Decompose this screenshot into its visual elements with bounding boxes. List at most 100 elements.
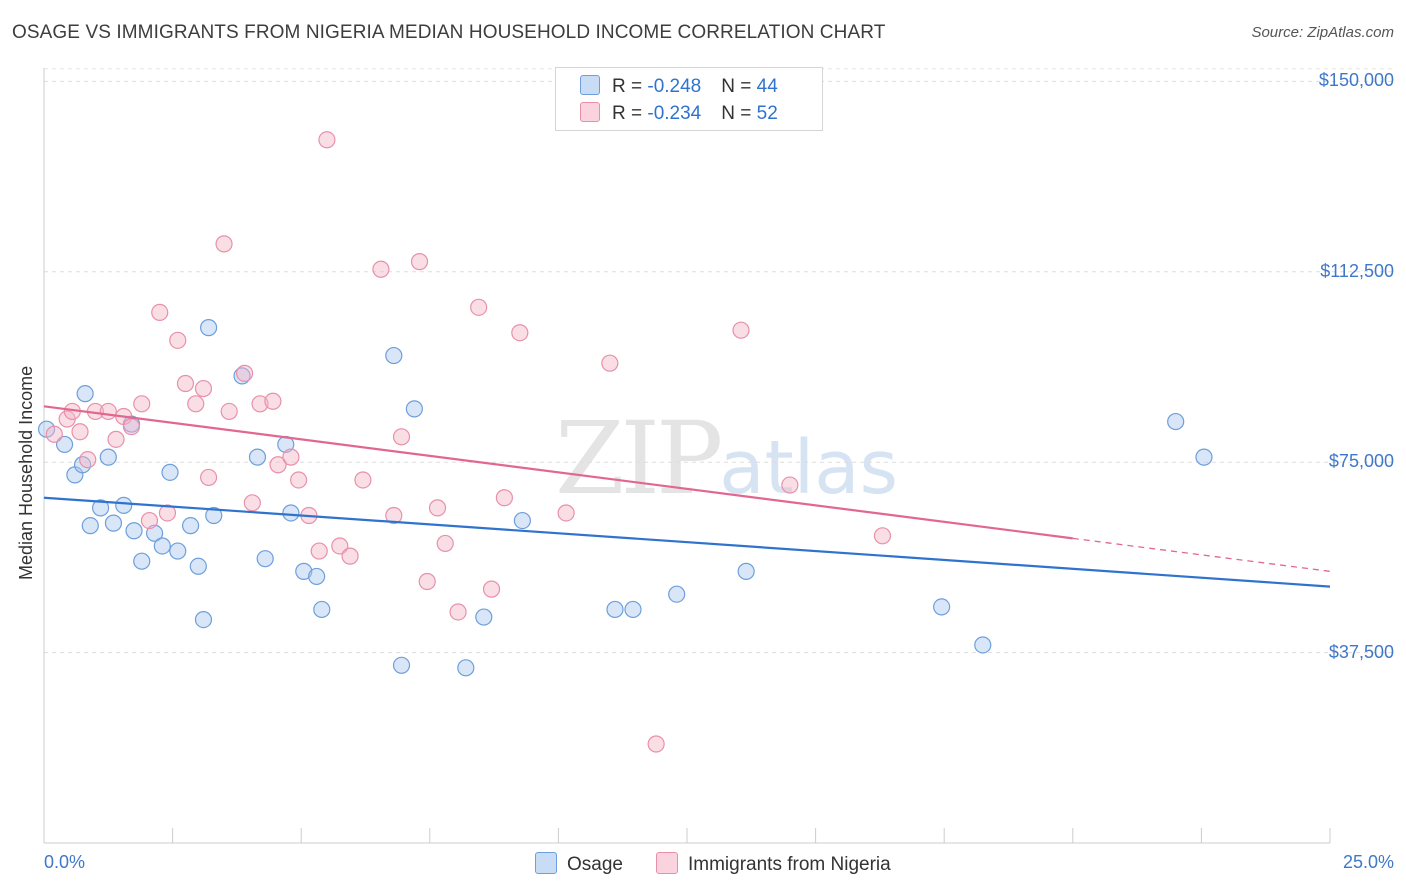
nigeria-point xyxy=(215,235,233,253)
nigeria-point xyxy=(269,456,287,474)
legend-swatch-nigeria xyxy=(580,102,600,122)
y-tick-label: $37,500 xyxy=(1328,641,1394,662)
nigeria-point xyxy=(428,499,447,517)
nigeria-point xyxy=(385,506,403,525)
nigeria-point xyxy=(601,354,619,372)
nigeria-point xyxy=(220,402,238,421)
nigeria-point xyxy=(243,494,261,512)
x-tick-label-min: 0.0% xyxy=(44,852,86,872)
nigeria-point xyxy=(318,131,336,149)
nigeria-point xyxy=(354,471,372,489)
chart-title: OSAGE VS IMMIGRANTS FROM NIGERIA MEDIAN … xyxy=(12,22,886,43)
osage-point xyxy=(76,385,94,403)
nigeria-point xyxy=(151,303,169,322)
osage-trend-line xyxy=(43,496,1331,588)
nigeria-point xyxy=(200,468,218,487)
bottom-legend-swatch-osage xyxy=(535,852,557,874)
osage-point xyxy=(475,608,493,626)
x-tick-label-max: 25.0% xyxy=(1342,852,1394,872)
nigeria-trend-line xyxy=(43,405,1073,540)
osage-point xyxy=(169,542,187,560)
nigeria-point xyxy=(71,423,89,441)
osage-point xyxy=(606,600,624,619)
legend-r-label: R = xyxy=(612,103,648,124)
nigeria-point xyxy=(495,489,513,507)
osage-point xyxy=(668,585,686,603)
nigeria-point xyxy=(331,537,349,555)
nigeria-point xyxy=(45,425,63,443)
osage-point xyxy=(91,499,110,517)
nigeria-trend-extension xyxy=(1072,537,1331,573)
osage-point xyxy=(182,517,200,535)
legend-row-nigeria: R = -0.234 N = 52 xyxy=(580,102,778,126)
nigeria-point xyxy=(410,253,429,271)
osage-point xyxy=(933,598,951,616)
nigeria-point xyxy=(107,430,125,448)
legend-n-label: N = xyxy=(721,76,757,97)
nigeria-point xyxy=(392,428,411,446)
osage-point xyxy=(313,600,331,619)
bottom-legend-label-osage: Osage xyxy=(567,854,623,875)
nigeria-point xyxy=(557,504,575,522)
osage-point xyxy=(248,448,267,466)
trend-layer xyxy=(43,405,1331,588)
watermark: ZIPatlas xyxy=(555,400,898,517)
osage-point xyxy=(457,659,475,677)
osage-point xyxy=(1167,412,1185,431)
legend-r-value: -0.248 xyxy=(647,76,702,97)
osage-point xyxy=(308,567,326,586)
nigeria-point xyxy=(133,395,151,413)
nigeria-point xyxy=(647,735,665,753)
nigeria-point xyxy=(310,542,328,560)
nigeria-point xyxy=(418,572,436,591)
osage-point xyxy=(104,514,123,532)
legend-r-value: -0.234 xyxy=(647,103,702,124)
osage-point xyxy=(392,656,411,674)
nigeria-point xyxy=(732,321,750,339)
series-osage xyxy=(37,319,1213,677)
bottom-legend-label-nigeria: Immigrants from Nigeria xyxy=(688,854,891,875)
bottom-legend-osage: Osage xyxy=(535,852,623,876)
osage-point xyxy=(233,367,251,385)
osage-point xyxy=(1195,448,1213,466)
osage-point xyxy=(81,517,99,535)
nigeria-point xyxy=(169,331,187,349)
osage-point xyxy=(161,463,179,481)
osage-point xyxy=(189,557,207,575)
osage-point xyxy=(624,600,642,619)
nigeria-point xyxy=(122,418,141,436)
osage-point xyxy=(125,522,143,540)
nigeria-point xyxy=(781,476,799,494)
osage-point xyxy=(282,504,300,522)
osage-point xyxy=(295,562,313,580)
nigeria-point xyxy=(99,402,117,421)
nigeria-point xyxy=(470,298,488,316)
legend-r-label: R = xyxy=(612,76,648,97)
osage-point xyxy=(205,506,223,525)
osage-point xyxy=(256,550,274,568)
osage-point xyxy=(145,524,164,542)
legend-swatch-osage xyxy=(580,75,600,95)
watermark-zip: ZIP xyxy=(555,400,723,517)
nigeria-point xyxy=(194,379,213,398)
y-tick-label: $150,000 xyxy=(1318,70,1394,91)
nigeria-point xyxy=(282,448,300,466)
legend-n-label: N = xyxy=(721,103,757,124)
y-tick-label: $112,500 xyxy=(1320,260,1394,281)
osage-point xyxy=(194,610,213,629)
correlation-legend: R = -0.248 N = 44 R = -0.234 N = 52 xyxy=(555,67,823,131)
legend-n-value: 52 xyxy=(756,103,778,124)
osage-point xyxy=(99,448,117,466)
source-credit: Source: ZipAtlas.com xyxy=(1251,24,1394,41)
osage-point xyxy=(405,400,423,418)
nigeria-point xyxy=(290,471,308,489)
osage-point xyxy=(73,456,92,474)
nigeria-point xyxy=(436,534,454,553)
nigeria-point xyxy=(372,260,390,278)
legend-row-osage: R = -0.248 N = 44 xyxy=(580,75,778,99)
nigeria-point xyxy=(187,395,205,413)
nigeria-point xyxy=(264,392,282,410)
y-tick-label: $75,000 xyxy=(1328,451,1394,472)
osage-point xyxy=(133,552,151,570)
